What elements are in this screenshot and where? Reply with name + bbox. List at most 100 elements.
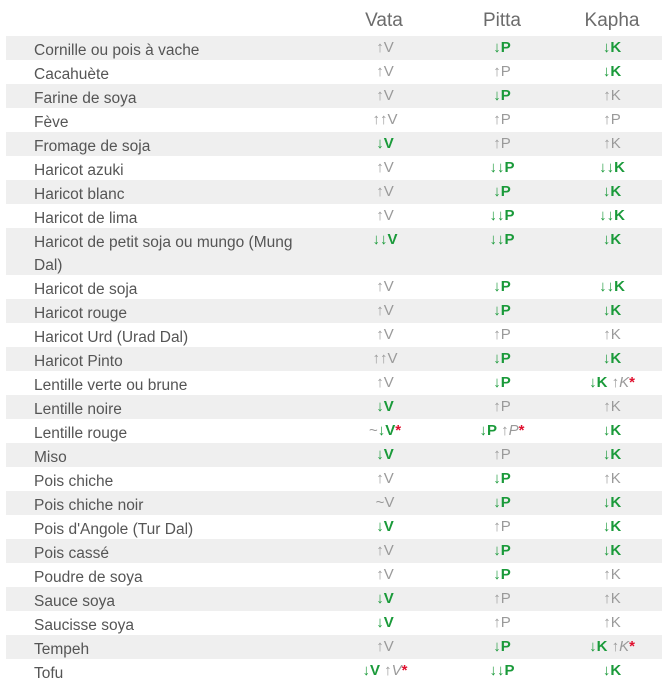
cell-pitta: ↓P (447, 183, 557, 201)
dosha-effect: ↓↓K (599, 278, 625, 295)
cell-pitta: ↑P (447, 590, 557, 608)
cell-pitta: ↑P (447, 63, 557, 81)
cell-vata: ↓V (330, 518, 440, 536)
cell-kapha: ↑K (557, 470, 665, 488)
cell-vata: ↑V (330, 302, 440, 320)
asterisk-note: * (395, 422, 402, 439)
cell-pitta: ↑P (447, 111, 557, 129)
dosha-effect: ↓P (493, 542, 511, 559)
food-name: Cacahuète (34, 66, 109, 83)
food-name: Poudre de soya (34, 569, 143, 586)
dosha-effect-alt: ↑V (384, 662, 402, 679)
dosha-effect: ↑V (376, 63, 394, 80)
cell-kapha: ↑P (557, 111, 665, 129)
cell-vata: ↓V (330, 590, 440, 608)
cell-pitta: ↓↓P (447, 231, 557, 249)
cell-kapha: ↓K (557, 350, 665, 368)
cell-pitta: ↓P (447, 39, 557, 57)
food-name: Farine de soya (34, 90, 137, 107)
dosha-effect: ↓K (602, 518, 622, 535)
dosha-effect: ↓K (602, 63, 622, 80)
cell-vata: ~↓V* (330, 422, 440, 440)
food-name: Haricot de lima (34, 210, 138, 227)
cell-pitta: ↑P (447, 518, 557, 536)
cell-vata: ↓V (330, 135, 440, 153)
cell-pitta: ↑P (447, 446, 557, 464)
cell-kapha: ↓K ↑K* (557, 638, 665, 656)
cell-vata: ↑V (330, 638, 440, 656)
table-row: Pois chiche noir ~V ↓P ↓K (6, 491, 662, 515)
dosha-effect: ↓V (376, 135, 394, 152)
table-row: Sauce soya ↓V ↑P ↑K (6, 587, 662, 611)
cell-kapha: ↓↓K (557, 207, 665, 225)
food-name: Tempeh (34, 641, 90, 658)
food-name: Fromage de soja (34, 138, 151, 155)
cell-pitta: ↓P (447, 87, 557, 105)
cell-kapha: ↑K (557, 326, 665, 344)
table-row: Lentille noire ↓V ↑P ↑K (6, 395, 662, 419)
cell-vata: ↓V (330, 614, 440, 632)
asterisk-note: * (629, 638, 635, 655)
food-name: Lentille verte ou brune (34, 377, 188, 394)
table-row: Haricot Urd (Urad Dal) ↑V ↑P ↑K (6, 323, 662, 347)
cell-vata: ↑↑V (330, 350, 440, 368)
asterisk-note: * (518, 422, 525, 439)
table-row: Pois d'Angole (Tur Dal) ↓V ↑P ↓K (6, 515, 662, 539)
dosha-effect: ↓P (493, 183, 511, 200)
food-name: Miso (34, 449, 67, 466)
cell-kapha: ↓K (557, 518, 665, 536)
table-row: Lentille verte ou brune ↑V ↓P ↓K ↑K* (6, 371, 662, 395)
cell-kapha: ↑K (557, 590, 665, 608)
cell-vata: ↑V (330, 278, 440, 296)
dosha-effect: ↓P (493, 494, 511, 511)
table-row: Pois chiche ↑V ↓P ↑K (6, 467, 662, 491)
cell-vata: ↓V (330, 446, 440, 464)
dosha-effect: ↑P (493, 135, 511, 152)
dosha-effect: ↑K (603, 470, 621, 487)
dosha-effect: ↑K (603, 566, 621, 583)
dosha-effect: ↓K (602, 662, 622, 679)
table-row: Saucisse soya ↓V ↑P ↑K (6, 611, 662, 635)
dosha-effect: ↑K (603, 590, 621, 607)
asterisk-note: * (629, 374, 635, 391)
cell-kapha: ↓K (557, 39, 665, 57)
cell-kapha: ↓K ↑K* (557, 374, 665, 392)
food-name: Haricot Urd (Urad Dal) (34, 329, 189, 346)
cell-vata: ↑V (330, 374, 440, 392)
table-row: Farine de soya ↑V ↓P ↑K (6, 84, 662, 108)
asterisk-note: * (401, 662, 408, 679)
dosha-effect: ↓K (589, 374, 608, 391)
cell-vata: ↑V (330, 207, 440, 225)
table-row: Haricot de petit soja ou mungo (Mung Dal… (6, 228, 662, 275)
dosha-effect: ↑P (493, 614, 511, 631)
dosha-effect-alt: ↑P (501, 422, 519, 439)
cell-pitta: ↓↓P (447, 662, 557, 680)
table-row: Haricot blanc ↑V ↓P ↓K (6, 180, 662, 204)
dosha-effect: ↓V (377, 422, 396, 439)
food-name: Lentille rouge (34, 425, 128, 442)
dosha-effect: ↑V (376, 39, 394, 56)
dosha-effect: ↓K (602, 494, 622, 511)
dosha-effect: ↓P (479, 422, 497, 439)
cell-kapha: ↑K (557, 135, 665, 153)
dosha-effect: ↓K (602, 542, 622, 559)
food-name: Pois d'Angole (Tur Dal) (34, 521, 194, 538)
cell-vata: ↑V (330, 39, 440, 57)
table-row: Lentille rouge ~↓V* ↓P ↑P* ↓K (6, 419, 662, 443)
dosha-effect: ↓P (493, 302, 511, 319)
food-name: Haricot blanc (34, 186, 125, 203)
table-row: Miso ↓V ↑P ↓K (6, 443, 662, 467)
table-row: Haricot rouge ↑V ↓P ↓K (6, 299, 662, 323)
dosha-effect: ↓K (602, 446, 622, 463)
table-body: Cornille ou pois à vache ↑V ↓P ↓K Cacahuète ↑… (0, 36, 665, 683)
dosha-effect: ↓K (602, 183, 622, 200)
dosha-effect: ↑P (493, 326, 511, 343)
dosha-effect: ↑V (376, 183, 394, 200)
cell-pitta: ↓P (447, 278, 557, 296)
cell-vata: ↑V (330, 87, 440, 105)
cell-vata: ↑V (330, 183, 440, 201)
dosha-effect: ↑K (603, 614, 621, 631)
table-row: Haricot Pinto ↑↑V ↓P ↓K (6, 347, 662, 371)
dosha-effect: ↑P (493, 446, 511, 463)
